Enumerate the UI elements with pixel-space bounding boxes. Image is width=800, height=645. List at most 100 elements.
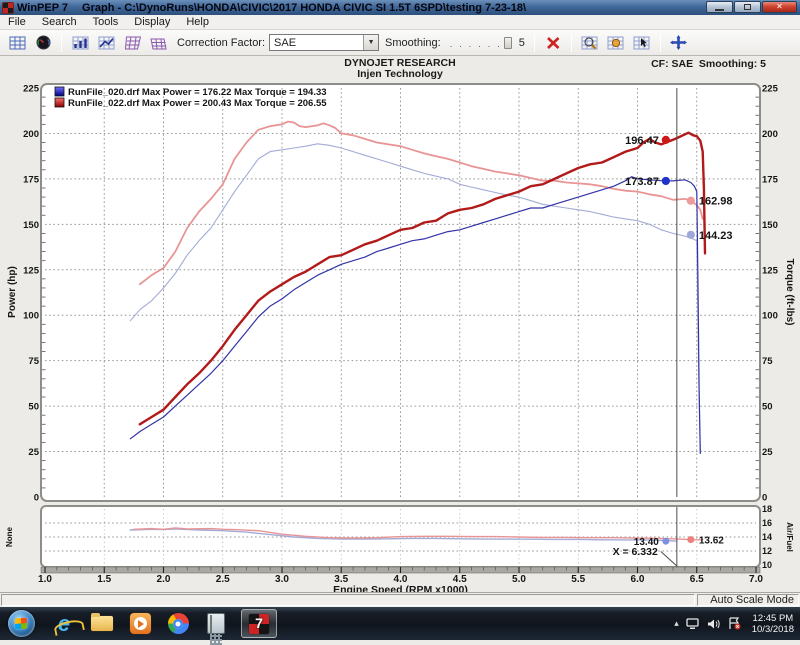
dyno-chart[interactable]: 0 0 25 25 50 50 75 75 100 100 125 125 150 150 175 175 20… — [0, 56, 800, 592]
svg-text:196.47: 196.47 — [625, 135, 659, 147]
close-button[interactable]: ✕ — [762, 1, 797, 13]
svg-text:6.0: 6.0 — [631, 574, 645, 585]
smoothing-slider[interactable]: ...... — [448, 35, 512, 51]
svg-text:173.87: 173.87 — [625, 176, 659, 188]
legend-text-1: RunFile_022.drf Max Power = 200.43 Max T… — [68, 98, 327, 109]
svg-text:4.0: 4.0 — [394, 574, 408, 585]
gauge-view-button[interactable] — [31, 32, 55, 54]
series-torque_022 — [138, 120, 704, 286]
svg-text:13.40: 13.40 — [634, 537, 659, 548]
svg-text:16: 16 — [762, 518, 772, 528]
media-player-icon — [129, 613, 151, 634]
svg-text:Air/Fuel: Air/Fuel — [785, 522, 794, 552]
svg-text:100: 100 — [23, 311, 39, 322]
view-runs-table-button[interactable] — [5, 32, 29, 54]
menu-file[interactable]: File — [8, 16, 26, 28]
taskbar-calculator[interactable] — [201, 610, 231, 645]
volume-icon[interactable] — [707, 618, 721, 630]
svg-text:50: 50 — [28, 402, 39, 413]
system-tray: ▴ 12:45 PM 10/3/2018 — [674, 613, 800, 635]
svg-text:25: 25 — [28, 447, 39, 458]
minimize-button[interactable] — [706, 1, 733, 13]
delete-run-button[interactable] — [541, 32, 565, 54]
svg-text:50: 50 — [762, 402, 773, 413]
cursor-dot-af_020 — [662, 537, 670, 545]
svg-text:7.0: 7.0 — [749, 574, 763, 585]
svg-text:13.62: 13.62 — [699, 536, 724, 547]
svg-text:None: None — [5, 526, 14, 547]
graph-bars-button[interactable] — [68, 32, 92, 54]
restore-button[interactable] — [734, 1, 761, 13]
cursor-dot-torque_022 — [686, 196, 695, 205]
svg-text:4.5: 4.5 — [453, 574, 467, 585]
svg-text:3.0: 3.0 — [275, 574, 289, 585]
svg-text:5.5: 5.5 — [571, 574, 585, 585]
select-graph-button[interactable] — [630, 32, 654, 54]
action-center-flag-icon[interactable] — [728, 617, 741, 630]
svg-text:150: 150 — [23, 220, 39, 231]
move-axes-button[interactable] — [667, 32, 691, 54]
graph-3d-mesh-button[interactable] — [146, 32, 170, 54]
restore-icon — [744, 4, 751, 10]
document-title: Graph - C:\DynoRuns\HONDA\CIVIC\2017 HON… — [82, 1, 527, 14]
hand-icon — [607, 36, 624, 49]
menu-tools[interactable]: Tools — [92, 16, 119, 28]
svg-text:175: 175 — [762, 174, 779, 185]
svg-text:18: 18 — [762, 504, 772, 514]
taskbar-winpep-active[interactable]: 7 — [241, 609, 277, 638]
series-af_020 — [129, 528, 678, 542]
zoom-graph-button[interactable] — [578, 32, 602, 54]
svg-text:0: 0 — [762, 493, 767, 504]
toolbar-separator — [533, 33, 535, 52]
folder-icon — [91, 613, 113, 631]
svg-text:144.23: 144.23 — [699, 230, 733, 242]
correction-factor-select[interactable]: SAE ▼ — [269, 34, 380, 51]
network-icon[interactable] — [686, 617, 700, 630]
chart-subtitle: Injen Technology — [357, 68, 443, 80]
cursor-dot-af_022 — [687, 536, 695, 544]
status-message-area — [1, 594, 695, 606]
taskbar-chrome[interactable] — [163, 610, 193, 638]
calculator-icon — [207, 613, 225, 645]
chevron-down-icon[interactable]: ▼ — [363, 35, 379, 50]
series-torque_020 — [129, 143, 701, 454]
menu-display[interactable]: Display — [134, 16, 171, 28]
svg-text:Engine Speed (RPM x1000): Engine Speed (RPM x1000) — [333, 584, 468, 592]
correction-factor-value: SAE — [274, 36, 297, 49]
menu-help[interactable]: Help — [186, 16, 209, 28]
taskbar-media-player[interactable] — [125, 610, 155, 638]
pan-graph-button[interactable] — [604, 32, 628, 54]
surface-graph-icon — [124, 36, 141, 49]
winpep-logo-icon: 7 — [249, 613, 269, 634]
svg-text:200: 200 — [23, 129, 39, 140]
bar-graph-icon — [72, 36, 88, 49]
smoothing-value: 5 — [518, 36, 525, 49]
gauge-icon — [36, 35, 50, 50]
svg-text:12: 12 — [762, 546, 772, 556]
taskbar-windows-explorer[interactable] — [87, 610, 117, 638]
svg-text:2.0: 2.0 — [157, 574, 171, 585]
toolbar-separator — [659, 33, 661, 52]
slider-ticks: ...... — [449, 38, 507, 49]
svg-text:75: 75 — [28, 356, 39, 367]
slider-handle[interactable] — [503, 36, 512, 49]
taskbar-internet-explorer[interactable]: e — [49, 610, 79, 638]
graph-3d-button[interactable] — [120, 32, 144, 54]
menu-search[interactable]: Search — [41, 16, 77, 28]
start-button[interactable] — [8, 610, 35, 637]
svg-text:5.0: 5.0 — [512, 574, 526, 585]
graph-line-button[interactable] — [94, 32, 118, 54]
line-graph-icon — [98, 36, 114, 49]
red-x-icon — [546, 36, 560, 49]
taskbar-clock[interactable]: 12:45 PM 10/3/2018 — [748, 613, 794, 635]
svg-text:175: 175 — [23, 174, 40, 185]
series-power_020 — [129, 176, 701, 454]
svg-text:125: 125 — [23, 265, 40, 276]
legend-swatch-1 — [54, 97, 65, 108]
toolbar-separator — [61, 33, 62, 52]
cursor-dot-power_020 — [661, 176, 670, 186]
svg-text:3.5: 3.5 — [334, 574, 348, 585]
zoom-icon — [581, 36, 598, 49]
show-hidden-icons-button[interactable]: ▴ — [674, 618, 679, 628]
scale-mode-indicator: Auto Scale Mode — [697, 594, 799, 606]
